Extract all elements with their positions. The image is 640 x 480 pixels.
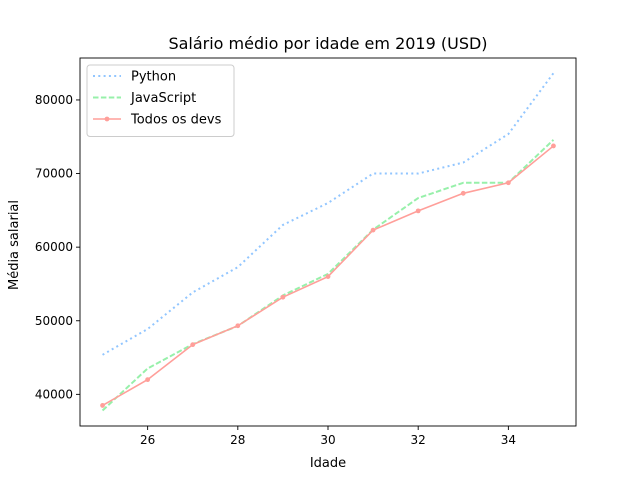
y-axis-label: Média salarial [7,200,22,290]
x-tick-label: 28 [230,433,245,447]
y-tick-label: 70000 [35,167,73,181]
x-tick-label: 30 [320,433,335,447]
data-point-todos-os-devs [190,342,196,348]
x-tick-label: 32 [411,433,426,447]
y-tick-label: 40000 [35,387,73,401]
data-point-todos-os-devs [505,180,511,186]
legend-label-python: Python [131,70,176,85]
series-line-python [102,72,555,356]
legend-box [86,64,235,137]
y-tick-label: 50000 [35,314,73,328]
data-point-todos-os-devs [100,403,105,408]
chart-title: Salário médio por idade em 2019 (USD) [168,34,487,53]
data-point-todos-os-devs [325,274,331,279]
x-tick-label: 26 [140,433,155,447]
legend: Python JavaScript Todos os devs [86,64,235,137]
y-tick-label: 80000 [35,93,73,107]
data-point-todos-os-devs [415,208,421,214]
legend-marker-todos-os-devs [104,116,110,122]
data-point-todos-os-devs [370,227,376,233]
y-tick-label: 60000 [35,240,73,254]
data-point-todos-os-devs [460,190,466,196]
legend-label-javascript: JavaScript [130,91,196,106]
data-point-todos-os-devs [235,323,241,329]
plot-area: 26 28 30 32 34 40000 50000 60000 70000 80000 [35,57,577,447]
legend-label-todos-os-devs: Todos os devs [130,113,222,128]
series-line-javascript [101,139,555,412]
data-point-todos-os-devs [551,143,556,149]
data-point-todos-os-devs [145,377,151,383]
data-point-todos-os-devs [280,294,286,300]
x-axis-label: Idade [310,456,346,471]
x-tick-label: 34 [501,433,516,447]
